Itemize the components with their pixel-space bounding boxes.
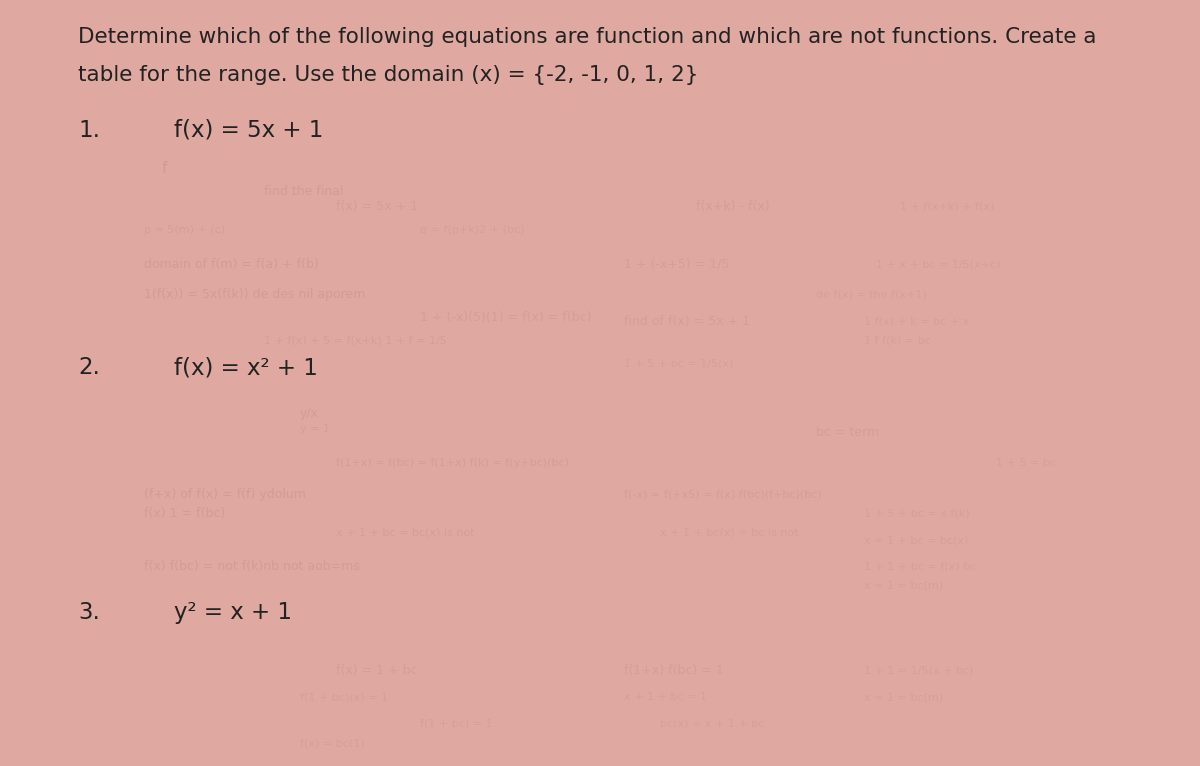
Text: 1 + 1 = 1/5(x + bc): 1 + 1 = 1/5(x + bc) — [864, 665, 973, 676]
Text: 1.: 1. — [78, 119, 100, 142]
Text: x + 1 + bc(x) = bc is not: x + 1 + bc(x) = bc is not — [660, 527, 798, 538]
Text: f: f — [162, 161, 167, 176]
Text: f(x) = 1 + bc: f(x) = 1 + bc — [336, 664, 418, 676]
Text: 1 + f(x) + 5 = f(x+k) 1 + f = 1/5: 1 + f(x) + 5 = f(x+k) 1 + f = 1/5 — [264, 336, 446, 346]
Text: table for the range. Use the domain (x) = {-2, -1, 0, 1, 2}: table for the range. Use the domain (x) … — [78, 65, 698, 85]
Text: y = 1: y = 1 — [300, 424, 330, 434]
Text: 1(f(x)) = 5x(f(k)) de des nil aporem: 1(f(x)) = 5x(f(k)) de des nil aporem — [144, 289, 365, 301]
Text: de f(x) = the f(x+1): de f(x) = the f(x+1) — [816, 290, 926, 300]
Text: find of f(x) = 5x + 1: find of f(x) = 5x + 1 — [624, 316, 750, 328]
Text: 2.: 2. — [78, 356, 100, 379]
Text: f(1 + bc) = 1: f(1 + bc) = 1 — [420, 719, 493, 729]
Text: find the final: find the final — [264, 185, 343, 198]
Text: x = 1 + bc = bc(x): x = 1 + bc = bc(x) — [864, 535, 968, 545]
Text: f(1+x) = f(bc) = f(1+x) f(k) = f(y+bc)(bc): f(1+x) = f(bc) = f(1+x) f(k) = f(y+bc)(b… — [336, 458, 569, 469]
Text: 1 + x + bc = 1/5(x+c): 1 + x + bc = 1/5(x+c) — [876, 259, 1001, 270]
Text: y² = x + 1: y² = x + 1 — [174, 601, 292, 624]
Text: 1 + f(x+k) + f(x): 1 + f(x+k) + f(x) — [900, 201, 995, 212]
Text: x + 1 + bc = bc(x) is not: x + 1 + bc = bc(x) is not — [336, 527, 474, 538]
Text: x + 1 + bc = 1: x + 1 + bc = 1 — [624, 692, 707, 702]
Text: (f+x) of f(x) = f(f) ydolum: (f+x) of f(x) = f(f) ydolum — [144, 488, 306, 500]
Text: x = 1 = bc(m): x = 1 = bc(m) — [864, 692, 943, 702]
Text: 1 + 5 = bc: 1 + 5 = bc — [996, 458, 1056, 469]
Text: 1 + (-x+5) = 1/5: 1 + (-x+5) = 1/5 — [624, 258, 730, 270]
Text: 1 f(x) + k = bc + x: 1 f(x) + k = bc + x — [864, 316, 970, 327]
Text: f(1+x) f(bc) = 1: f(1+x) f(bc) = 1 — [624, 664, 724, 676]
Text: f(x) = 5x + 1: f(x) = 5x + 1 — [336, 201, 418, 213]
Text: x = 1 = bc(m): x = 1 = bc(m) — [864, 581, 943, 591]
Text: 1 + 1 + bc = f(x) bc: 1 + 1 + bc = f(x) bc — [864, 561, 977, 572]
Text: 1 + 5 + bc = x f(k): 1 + 5 + bc = x f(k) — [864, 508, 970, 519]
Text: f(x) = 5x + 1: f(x) = 5x + 1 — [174, 119, 323, 142]
Text: q = f(p+k)2 + (bc): q = f(p+k)2 + (bc) — [420, 224, 524, 235]
Text: domain of f(m) = f(a) + f(b): domain of f(m) = f(a) + f(b) — [144, 258, 319, 270]
Text: f(x) f(bc) = not f(k)nb not aob=ms: f(x) f(bc) = not f(k)nb not aob=ms — [144, 561, 360, 573]
Text: f(1 + bc)(x) = 1: f(1 + bc)(x) = 1 — [300, 692, 388, 702]
Text: 3.: 3. — [78, 601, 100, 624]
Text: f(x) = bc(1): f(x) = bc(1) — [300, 738, 365, 748]
Text: 1 f f(k) = bc: 1 f f(k) = bc — [864, 336, 931, 346]
Text: f(x+k) - f(x): f(x+k) - f(x) — [696, 201, 769, 213]
Text: y/x: y/x — [300, 408, 319, 420]
Text: 1 + (-x)(5)(1) = f(x) = f(bc): 1 + (-x)(5)(1) = f(x) = f(bc) — [420, 312, 592, 324]
Text: f(x) = x² + 1: f(x) = x² + 1 — [174, 356, 318, 379]
Text: f(x) 1 = f(bc): f(x) 1 = f(bc) — [144, 507, 226, 519]
Text: 1 + 5 + bc = 1/5(x): 1 + 5 + bc = 1/5(x) — [624, 358, 733, 369]
Text: bc = term: bc = term — [816, 427, 880, 439]
Text: bc(x) = x + 1 + bc: bc(x) = x + 1 + bc — [660, 719, 764, 729]
Text: Determine which of the following equations are function and which are not functi: Determine which of the following equatio… — [78, 27, 1097, 47]
Text: p = 5(m) + (c): p = 5(m) + (c) — [144, 224, 226, 235]
Text: f(-x) = f(+x5) = f(x) f(bc)(f+bc)(bc): f(-x) = f(+x5) = f(x) f(bc)(f+bc)(bc) — [624, 489, 822, 499]
